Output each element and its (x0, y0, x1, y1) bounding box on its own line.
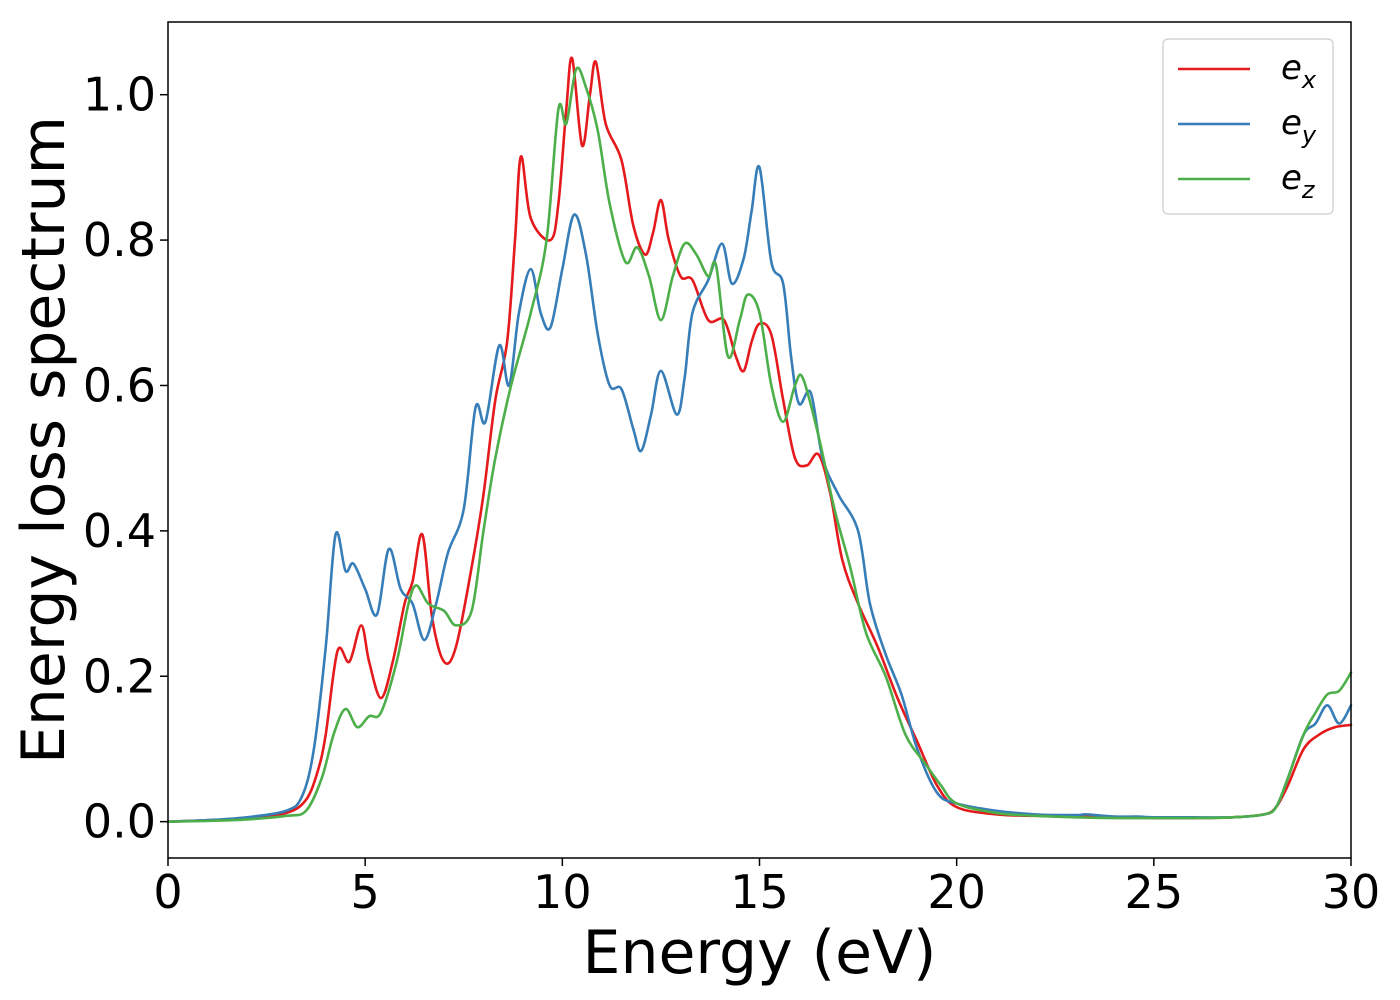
x-axis-title: Energy (eV) (583, 918, 937, 988)
legend-label-x: ex (1281, 48, 1317, 94)
y-axis-title: Energy loss spectrum (9, 116, 79, 764)
y-tick-label: 0.4 (83, 504, 156, 558)
series-line-z (166, 66, 1353, 823)
legend-label-z: ez (1281, 158, 1316, 204)
legend-label-base: e (1281, 103, 1302, 143)
legend-label-base: e (1281, 48, 1302, 88)
y-axis-ticks: 0.0 0.2 0.4 0.6 0.8 1.0 (83, 68, 168, 849)
legend-label-subscript: x (1301, 66, 1317, 94)
y-tick-label: 0.2 (83, 649, 156, 703)
y-tick-label: 1.0 (83, 68, 156, 122)
x-tick-label: 0 (153, 865, 182, 919)
x-tick-label: 25 (1125, 865, 1184, 919)
legend-label-subscript: z (1301, 176, 1316, 204)
y-tick-label: 0.6 (83, 358, 156, 412)
x-tick-label: 30 (1322, 865, 1381, 919)
series-line-y (166, 164, 1353, 823)
y-tick-label: 0.0 (83, 795, 156, 849)
series-layer (166, 56, 1353, 823)
legend-label-subscript: y (1301, 121, 1317, 149)
x-tick-label: 20 (927, 865, 986, 919)
x-tick-label: 15 (730, 865, 789, 919)
legend-label-base: e (1281, 158, 1302, 198)
x-tick-label: 10 (533, 865, 592, 919)
y-tick-label: 0.8 (83, 213, 156, 267)
legend-label-y: ey (1281, 103, 1317, 149)
x-tick-label: 5 (351, 865, 380, 919)
x-axis-ticks: 0 5 10 15 20 25 30 (153, 858, 1380, 919)
legend-frame (1162, 38, 1334, 215)
